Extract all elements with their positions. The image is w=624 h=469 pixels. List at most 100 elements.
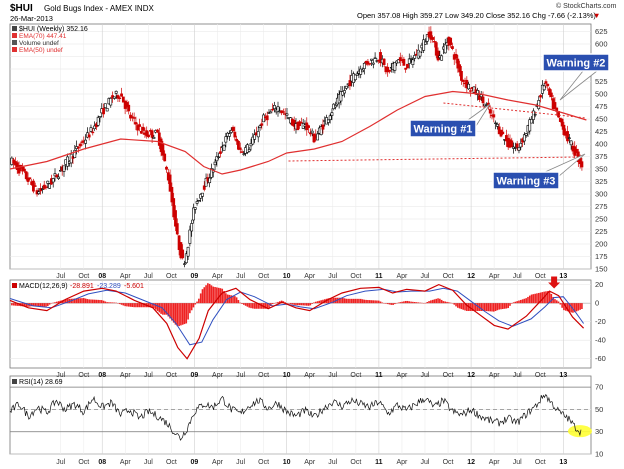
macd-histogram-bar — [25, 303, 28, 307]
candle-body — [398, 57, 402, 62]
macd-histogram-bar — [512, 302, 515, 304]
x-tick-label: Jul — [144, 273, 153, 280]
macd-histogram-bar — [545, 291, 547, 304]
x-tick-label: 10 — [283, 372, 291, 379]
macd-histogram-bar — [494, 303, 497, 312]
x-tick-label: Oct — [350, 273, 361, 280]
macd-histogram-bar — [113, 302, 116, 304]
candle-body — [78, 143, 82, 147]
candle-body — [409, 58, 413, 60]
macd-histogram-bar — [43, 303, 46, 307]
x-tick-label: Jul — [513, 273, 522, 280]
macd-histogram-bar — [403, 301, 405, 304]
macd-histogram-bar — [248, 303, 251, 308]
macd-histogram-bar — [471, 303, 474, 311]
x-tick-label: Jul — [328, 459, 337, 466]
macd-histogram-bar — [124, 303, 126, 307]
macd-histogram-bar — [347, 298, 349, 304]
candle-body — [170, 186, 174, 203]
y-tick-label: 200 — [595, 240, 608, 249]
y-tick-label: 600 — [595, 40, 608, 49]
candle-body — [62, 165, 66, 172]
macd-histogram-bar — [237, 300, 240, 304]
x-tick-label: 11 — [375, 273, 383, 280]
macd-histogram-bar — [541, 292, 544, 304]
x-tick-label: Apr — [304, 372, 316, 379]
candle-body — [102, 107, 105, 115]
x-tick-label: Apr — [489, 372, 501, 379]
candle-body — [296, 122, 300, 131]
candle-body — [371, 62, 375, 65]
macd-histogram-bar — [305, 303, 308, 306]
macd-histogram-bar — [327, 298, 330, 304]
candle-body — [103, 103, 107, 108]
macd-histogram-bar — [120, 303, 123, 305]
x-tick-label: 13 — [559, 372, 567, 379]
candle-body — [348, 80, 352, 87]
macd-histogram-bar — [352, 298, 355, 304]
legend-swatch-volume — [12, 40, 17, 45]
macd-histogram-bar — [561, 303, 563, 308]
macd-histogram-bar — [552, 296, 554, 304]
candle-body — [319, 126, 323, 136]
macd-histogram-bar — [149, 303, 152, 308]
macd-down-arrow-icon — [548, 276, 561, 289]
macd-histogram-bar — [439, 298, 441, 304]
x-tick-label: Oct — [258, 273, 269, 280]
macd-histogram-bar — [57, 301, 60, 304]
candle-body — [233, 131, 237, 138]
candle-body — [134, 122, 138, 125]
candle-body — [402, 58, 406, 66]
macd-histogram-bar — [225, 293, 227, 304]
macd-histogram-bar — [491, 303, 493, 312]
candle-body — [515, 143, 519, 148]
macd-histogram-bar — [437, 298, 439, 304]
x-tick-label: Jul — [421, 273, 430, 280]
candle-body — [454, 53, 458, 59]
macd-histogram-bar — [244, 303, 247, 306]
macd-histogram-bar — [519, 299, 522, 304]
candle-body — [562, 124, 566, 135]
legend-swatch-macd — [12, 283, 17, 288]
candle-body — [355, 73, 359, 76]
candle-body — [413, 55, 417, 59]
callout-warning1-box — [409, 119, 477, 138]
candle-body — [181, 249, 185, 259]
x-tick-label: Oct — [78, 372, 89, 379]
macd-histogram-bar — [530, 294, 533, 304]
candle-body — [105, 108, 109, 112]
macd-histogram-bar — [147, 303, 150, 308]
macd-histogram-bar — [440, 299, 443, 304]
macd-histogram-bar — [419, 302, 421, 304]
macd-histogram-bar — [207, 283, 209, 304]
candle-body — [406, 63, 409, 69]
x-tick-label: Apr — [396, 459, 408, 466]
macd-histogram-bar — [397, 302, 400, 304]
candle-body — [533, 114, 537, 116]
legend-swatch-ema70 — [12, 33, 17, 38]
macd-histogram-bar — [329, 298, 331, 304]
macd-histogram-bar — [75, 298, 78, 304]
macd-histogram-bar — [368, 300, 371, 304]
macd-histogram-bar — [430, 300, 432, 304]
y-tick-label: 175 — [595, 252, 608, 261]
candle-body — [256, 131, 260, 138]
candle-body — [469, 90, 472, 92]
macd-histogram-bar — [167, 303, 170, 317]
candle-body — [228, 133, 231, 137]
y-tick-label: 625 — [595, 27, 608, 36]
macd-histogram-bar — [253, 303, 256, 309]
macd-histogram-bar — [278, 301, 281, 304]
macd-histogram-bar — [555, 300, 558, 304]
legend-price: $HUI (Weekly) 352.16 — [19, 26, 88, 33]
candle-body — [461, 79, 465, 82]
macd-histogram-bar — [178, 303, 180, 327]
macd-histogram-bar — [485, 303, 488, 312]
macd-histogram-bar — [54, 302, 56, 304]
candle-body — [553, 102, 557, 109]
candle-body — [546, 83, 550, 87]
candle-body — [163, 153, 167, 162]
macd-histogram-bar — [38, 303, 40, 307]
candle-body — [440, 55, 444, 61]
macd-histogram-bar — [473, 303, 475, 311]
